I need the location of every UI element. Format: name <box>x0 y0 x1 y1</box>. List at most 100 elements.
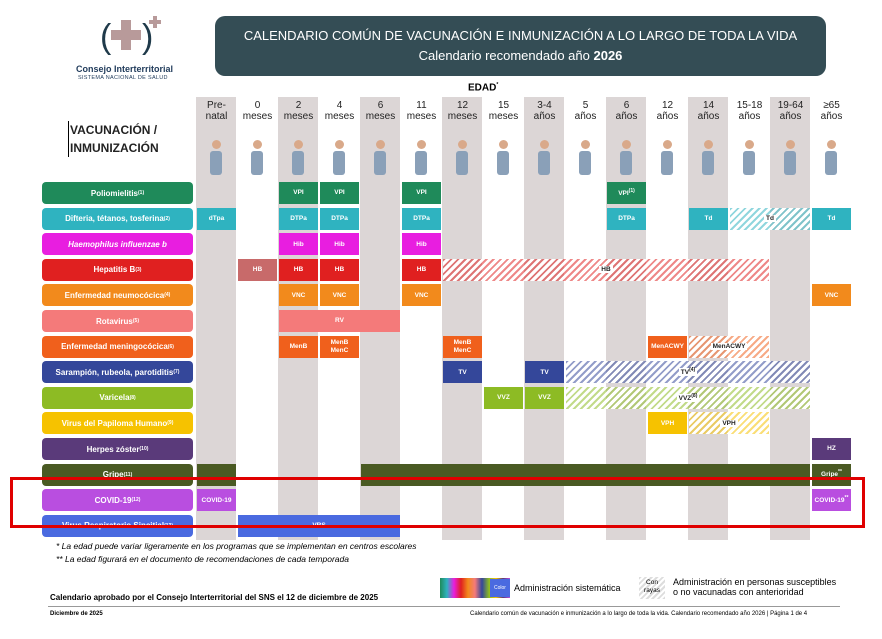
age-label: 4 meses <box>324 100 355 122</box>
title-banner: CALENDARIO COMÚN DE VACUNACIÓN E INMUNIZ… <box>215 16 826 76</box>
dose-text: TV <box>458 368 467 376</box>
age-icon <box>250 140 264 176</box>
legend-text: Administración sistemática <box>514 583 621 593</box>
dose-text: DTPa <box>618 215 635 223</box>
footer-rule <box>48 606 840 607</box>
age-label: 11 meses <box>406 100 437 122</box>
dose-cell: VNC <box>320 284 359 307</box>
dose-text: dTpa <box>208 215 225 223</box>
dose-cell: HZ <box>812 438 851 460</box>
dose-cell: TV(4) <box>566 361 810 384</box>
dose-text: HB <box>599 266 613 274</box>
age-icon <box>537 140 551 176</box>
age-icon <box>660 140 674 176</box>
age-heading: EDAD* <box>468 82 498 93</box>
footnote: ** La edad figurará en el documento de r… <box>56 554 349 564</box>
vaccine-note: (3) <box>135 266 142 273</box>
dose-text: VPI <box>416 189 427 197</box>
vaccine-note: (4) <box>164 292 171 299</box>
dose-cell: Td <box>812 207 851 230</box>
age-icon <box>742 140 756 176</box>
age-icon <box>701 140 715 176</box>
svg-text:): ) <box>142 18 153 56</box>
vaccine-name: Difteria, tétanos, tosferina <box>65 214 164 224</box>
footer-date: Diciembre de 2025 <box>50 611 103 617</box>
dose-text: VNC <box>332 291 347 299</box>
vaccine-label: Gripe (11) <box>42 463 193 486</box>
vaccine-label: COVID-19 (12) <box>42 489 193 512</box>
dose-text: Hib <box>416 240 427 248</box>
dose-cell: Hib <box>279 233 318 256</box>
dose-cell: Hib <box>402 233 441 256</box>
dose-cell: Gripe** <box>812 463 851 486</box>
dose-cell: MenACWY <box>689 335 769 358</box>
dose-cell: COVID-19** <box>812 489 851 512</box>
dose-note: (8) <box>691 392 698 399</box>
vaccine-label: Enfermedad meningocócica (6) <box>42 335 193 358</box>
age-icon <box>332 140 346 176</box>
age-label: 15 meses <box>488 100 519 122</box>
dose-text: TV <box>540 368 549 376</box>
vaccine-note: (2) <box>163 215 170 222</box>
dose-text: MenACWY <box>710 343 748 351</box>
dose-cell: VNC <box>279 284 318 307</box>
dose-text: RV <box>335 317 344 325</box>
footer-page: Calendario común de vacunación e inmuniz… <box>470 611 808 617</box>
dose-text: HZ <box>827 445 836 453</box>
dose-cell: VVZ <box>484 386 523 409</box>
dose-text: VVZ(8) <box>676 392 700 402</box>
dose-cell: RV <box>279 310 400 332</box>
footnote: * La edad puede variar ligeramente en lo… <box>56 541 417 551</box>
dose-text: MenB MenC <box>453 339 472 354</box>
dose-cell: MenB MenC <box>443 335 482 358</box>
dose-cell: VVZ <box>525 386 564 409</box>
dose-cell: dTpa <box>197 207 236 230</box>
age-label: 5 años <box>574 100 597 122</box>
dose-cell: MenB <box>279 335 318 358</box>
age-label: 0 meses <box>242 100 273 122</box>
age-icon <box>414 140 428 176</box>
vaccine-name: Rotavirus <box>95 316 133 326</box>
dose-cell: HB <box>238 258 277 281</box>
vaccine-note: (5) <box>132 318 140 324</box>
vaccine-label: Sarampión, rubeola, parotiditis (7) <box>42 361 193 384</box>
dose-cell <box>197 463 236 486</box>
vaccine-label: Rotavirus (5) <box>42 310 193 332</box>
dose-cell: VPI <box>320 182 359 204</box>
vaccine-name: Gripe <box>102 470 124 480</box>
dose-text: VVZ <box>497 394 510 402</box>
vaccine-name: Sarampión, rubeola, parotiditis <box>55 367 174 377</box>
dose-cell: MenB MenC <box>320 335 359 358</box>
dose-cell: VPH <box>689 412 769 435</box>
vaccine-note: (10) <box>139 446 149 452</box>
dose-text: MenB MenC <box>330 339 349 354</box>
age-label: 12 años <box>656 100 679 122</box>
age-icon <box>783 140 797 176</box>
dose-cell: TV <box>443 361 482 384</box>
vaccine-name: Enfermedad meningocócica <box>61 342 168 352</box>
dose-note: (1) <box>628 187 635 194</box>
age-label: 6 meses <box>365 100 396 122</box>
vaccine-name: Haemophilus influenzae b <box>68 239 167 249</box>
dose-cell: VPI <box>402 182 441 204</box>
dose-note: ** <box>844 495 849 502</box>
vaccine-label: Hepatitis B (3) <box>42 258 193 281</box>
dose-text: HB <box>334 266 345 274</box>
dose-cell: Hib <box>320 233 359 256</box>
age-icon <box>373 140 387 176</box>
dose-cell: DTPa <box>279 207 318 230</box>
svg-text:(: ( <box>100 18 112 56</box>
age-label: 3-4 años <box>533 100 556 122</box>
age-label: ≥65 años <box>820 100 843 122</box>
dose-cell: HB <box>320 258 359 281</box>
dose-cell: COVID-19 <box>197 489 236 512</box>
dose-text: Td <box>827 215 836 223</box>
dose-text: VPH <box>720 419 738 427</box>
legend-color-key: Color <box>490 579 510 597</box>
dose-text: VNC <box>824 291 839 299</box>
age-heading-text: EDAD <box>468 82 497 94</box>
subtitle: Calendario recomendado año 2026 <box>215 48 826 63</box>
legend-text: Administración en personas susceptibles … <box>673 577 837 597</box>
dose-text: HB <box>416 266 427 274</box>
